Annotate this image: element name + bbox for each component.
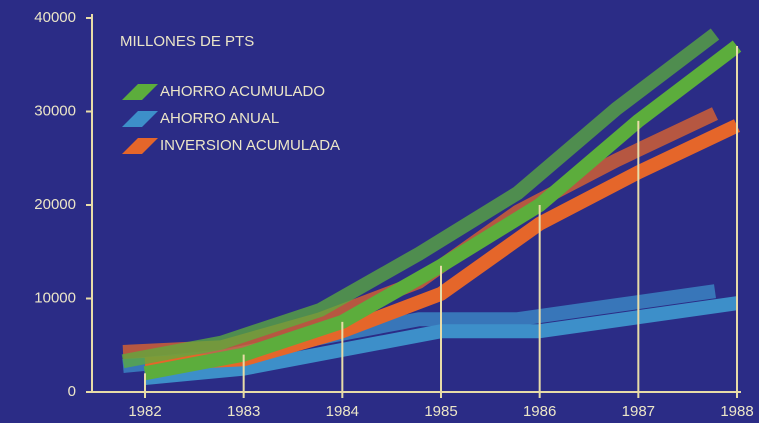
legend-swatch <box>122 84 158 100</box>
x-tick-label: 1982 <box>128 403 161 420</box>
legend-swatch <box>122 138 158 154</box>
x-tick-label: 1985 <box>424 403 457 420</box>
y-tick-label: 0 <box>68 383 76 400</box>
x-tick-label: 1988 <box>720 403 753 420</box>
y-tick-label: 10000 <box>34 289 76 306</box>
legend-swatch <box>122 111 158 127</box>
y-tick-label: 40000 <box>34 9 76 26</box>
y-tick-label: 20000 <box>34 196 76 213</box>
legend-label: INVERSION ACUMULADA <box>160 137 340 154</box>
series-ribbon-back <box>121 28 720 369</box>
legend-label: AHORRO ACUMULADO <box>160 83 325 100</box>
chart-title: MILLONES DE PTS <box>120 33 254 50</box>
y-tick-label: 30000 <box>34 102 76 119</box>
legend-label: AHORRO ANUAL <box>160 110 279 127</box>
x-tick-label: 1983 <box>227 403 260 420</box>
x-tick-label: 1986 <box>523 403 556 420</box>
x-tick-label: 1987 <box>622 403 655 420</box>
x-tick-label: 1984 <box>326 403 359 420</box>
